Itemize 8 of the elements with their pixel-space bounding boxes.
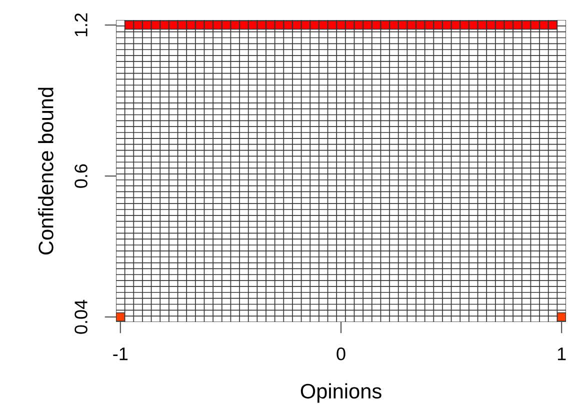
y-axis-title: Confidence bound xyxy=(38,88,54,254)
y-tick-label: 0.6 xyxy=(74,164,88,188)
y-tick-label: 1.2 xyxy=(74,13,88,36)
x-tick-label: 1 xyxy=(558,348,566,360)
y-tick-label: 0.04 xyxy=(74,300,88,334)
x-axis-title: Opinions xyxy=(300,383,382,403)
x-tick-label: 0 xyxy=(336,347,346,360)
x-tick-label: -1 xyxy=(113,348,128,360)
